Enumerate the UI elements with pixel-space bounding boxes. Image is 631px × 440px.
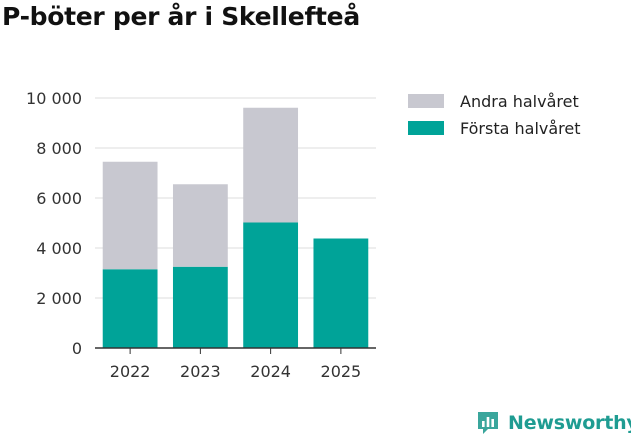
x-tick-label: 2022 xyxy=(110,362,151,381)
chart-title: P-böter per år i Skellefteå xyxy=(2,2,360,31)
legend-label: Första halvåret xyxy=(460,119,581,138)
bar-second-half xyxy=(243,107,299,223)
x-tick-label: 2025 xyxy=(321,362,362,381)
bar-second-half xyxy=(102,161,158,270)
newsworthy-chart-icon xyxy=(478,412,498,434)
bar-second-half xyxy=(172,184,228,267)
axes: 0 2 000 4 000 6 000 8 000 10 000 2022 2023 2024 2… xyxy=(26,89,376,381)
bar-first-half xyxy=(102,269,158,348)
y-tick-label: 0 xyxy=(72,339,82,358)
bar-first-half xyxy=(243,222,299,348)
bar-first-half xyxy=(313,238,369,348)
y-tick-label: 6 000 xyxy=(36,189,82,208)
legend-swatch xyxy=(408,94,444,108)
y-tick-label: 2 000 xyxy=(36,289,82,308)
brand-logo: Newsworthy xyxy=(476,406,631,440)
legend-label: Andra halvåret xyxy=(460,92,579,111)
y-tick-label: 10 000 xyxy=(26,89,82,108)
y-tick-label: 8 000 xyxy=(36,139,82,158)
legend: Andra halvåret Första halvåret xyxy=(408,92,581,138)
brand-name: Newsworthy xyxy=(508,412,631,434)
legend-swatch xyxy=(408,121,444,135)
x-tick-label: 2024 xyxy=(250,362,291,381)
y-tick-label: 4 000 xyxy=(36,239,82,258)
bar-first-half xyxy=(172,266,228,348)
x-tick-label: 2023 xyxy=(180,362,221,381)
bars xyxy=(102,107,369,348)
